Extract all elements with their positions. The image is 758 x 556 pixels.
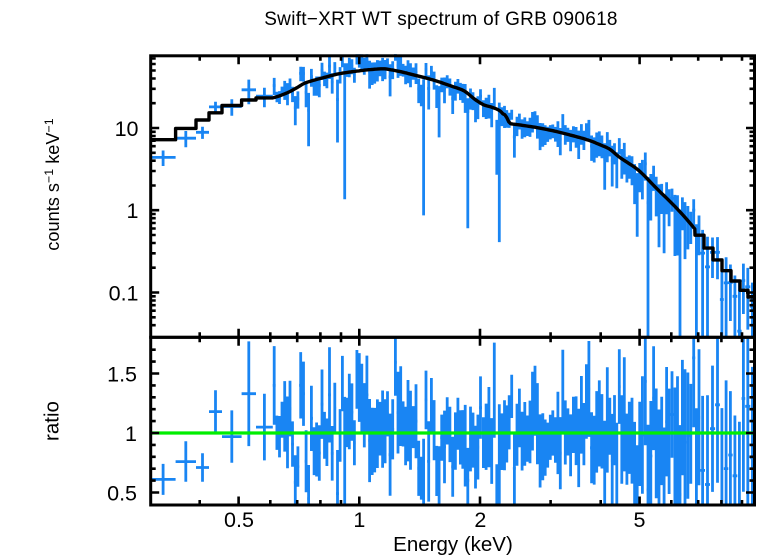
svg-text:1.5: 1.5 [107,362,137,386]
svg-text:Swift−XRT WT spectrum of GRB 0: Swift−XRT WT spectrum of GRB 090618 [264,9,618,30]
svg-text:1: 1 [127,199,139,223]
svg-text:0.1: 0.1 [109,281,139,305]
svg-text:0.5: 0.5 [107,481,137,505]
svg-text:10: 10 [115,117,139,141]
svg-text:2: 2 [474,508,486,532]
svg-text:counts s−1 keV−1: counts s−1 keV−1 [42,118,63,251]
svg-text:1: 1 [125,422,137,446]
svg-text:ratio: ratio [41,401,64,441]
svg-text:0.5: 0.5 [224,508,254,532]
svg-text:Energy (keV): Energy (keV) [393,533,513,556]
svg-text:1: 1 [353,508,365,532]
svg-text:5: 5 [634,508,646,532]
